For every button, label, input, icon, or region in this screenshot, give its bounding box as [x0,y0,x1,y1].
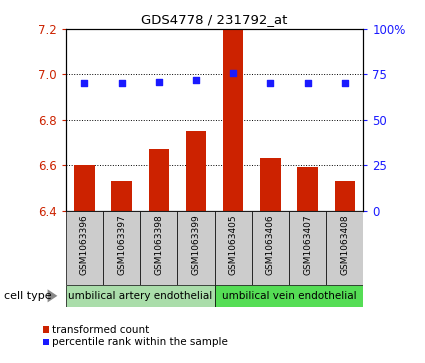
Bar [42,326,48,333]
Point [267,81,274,86]
Text: GSM1063399: GSM1063399 [192,214,201,275]
Bar [186,131,206,211]
Point [304,81,311,86]
Point [230,70,237,76]
Bar [42,339,48,345]
Text: GSM1063398: GSM1063398 [154,214,163,275]
Bar [149,149,169,211]
Bar [66,211,103,285]
Title: GDS4778 / 231792_at: GDS4778 / 231792_at [142,13,288,26]
Bar [103,211,140,285]
Point [341,81,348,86]
Point [156,79,162,85]
Text: umbilical artery endothelial: umbilical artery endothelial [68,291,212,301]
Text: GSM1063407: GSM1063407 [303,214,312,275]
Text: transformed count: transformed count [52,325,150,335]
Bar [252,211,289,285]
Bar [178,211,215,285]
Text: percentile rank within the sample: percentile rank within the sample [52,337,228,347]
Text: GSM1063408: GSM1063408 [340,214,349,275]
Bar [223,29,244,211]
Bar [326,211,363,285]
Bar [334,181,355,211]
Text: GSM1063396: GSM1063396 [80,214,89,275]
Bar [289,211,326,285]
Text: cell type: cell type [4,291,52,301]
Bar [66,285,215,307]
Point [118,81,125,86]
Polygon shape [48,289,57,302]
Bar [74,165,95,211]
Text: GSM1063405: GSM1063405 [229,214,238,275]
Point [193,77,199,83]
Bar [298,167,318,211]
Text: GSM1063397: GSM1063397 [117,214,126,275]
Bar [215,211,252,285]
Bar [260,158,281,211]
Point [81,81,88,86]
Bar [111,181,132,211]
Bar [140,211,178,285]
Bar [215,285,363,307]
Text: umbilical vein endothelial: umbilical vein endothelial [222,291,356,301]
Text: GSM1063406: GSM1063406 [266,214,275,275]
